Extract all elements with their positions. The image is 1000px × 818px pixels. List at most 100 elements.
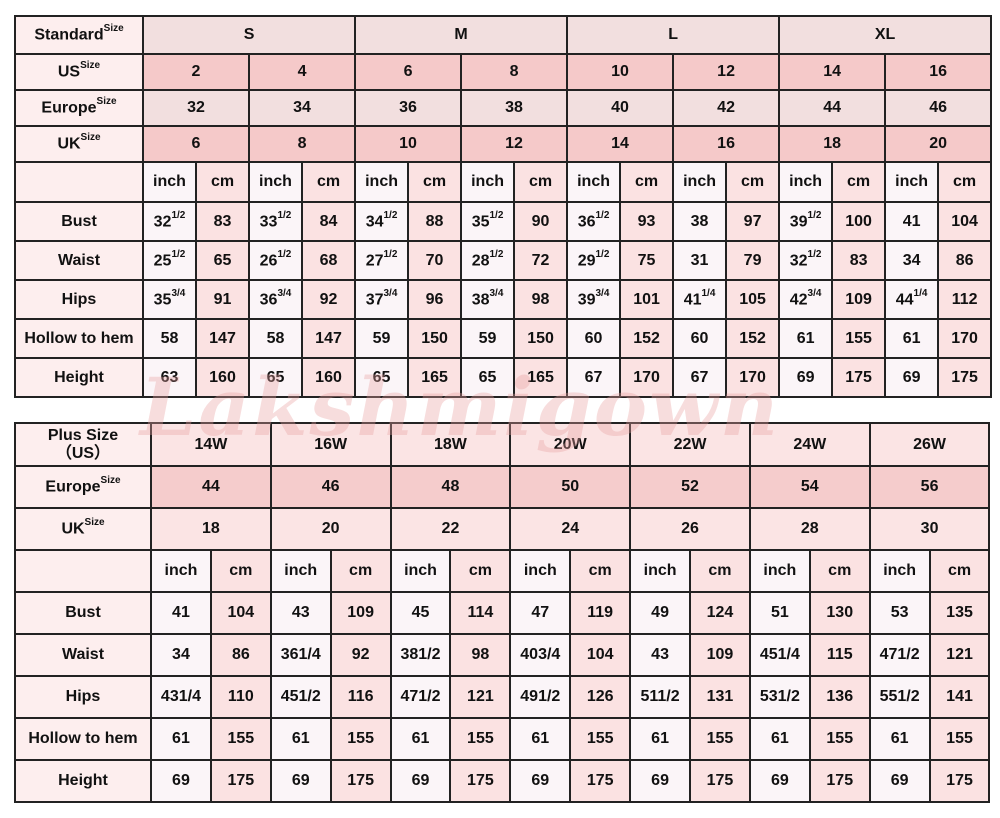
unit-inch: inch — [150, 549, 212, 593]
unit-inch: inch — [884, 161, 940, 203]
value-cell: 34 — [884, 240, 940, 281]
measurement-row: Height 69 175 69 175 69 175 69 175 69 175 69 175 69 17… — [14, 759, 991, 803]
value-cell: 155 — [569, 717, 632, 761]
value-cell: 441/4 — [884, 279, 940, 320]
value-cell: 155 — [928, 717, 991, 761]
value-cell: 175 — [449, 759, 512, 803]
unit-cm: cm — [195, 161, 250, 203]
value-cell: 175 — [329, 759, 392, 803]
size-cell: 44 — [778, 89, 887, 127]
value-cell: 165 — [407, 357, 463, 398]
measurement-row: Hollow to hem 61 155 61 155 61 155 61 155 61 155 61… — [14, 717, 991, 761]
value-cell: 69 — [778, 357, 834, 398]
measurement-row: Height 63 160 65 160 65 165 65 165 67 170 67 170 69 17… — [14, 357, 993, 398]
value-cell: 531/2 — [748, 675, 811, 719]
value-cell: 47 — [509, 591, 572, 635]
value-cell: 61 — [269, 717, 332, 761]
value-cell: 141 — [928, 675, 991, 719]
unit-cm: cm — [619, 161, 675, 203]
value-cell: 147 — [300, 318, 357, 359]
value-cell: 104 — [937, 201, 993, 242]
value-cell: 155 — [689, 717, 751, 761]
value-cell: 69 — [629, 759, 692, 803]
value-cell: 98 — [449, 633, 512, 677]
unit-cm: cm — [449, 549, 512, 593]
value-cell: 43 — [629, 633, 692, 677]
value-cell: 170 — [619, 357, 675, 398]
value-cell: 69 — [150, 759, 212, 803]
measurement-row: Hollow to hem 58 147 58 147 59 150 59 150 60 152 60… — [14, 318, 993, 359]
unit-cm: cm — [831, 161, 887, 203]
value-cell: 67 — [672, 357, 728, 398]
value-cell: 155 — [329, 717, 392, 761]
value-cell: 61 — [509, 717, 572, 761]
size-cell: S — [141, 15, 357, 55]
value-cell: 43 — [269, 591, 332, 635]
value-cell: 61 — [778, 318, 834, 359]
value-cell: 321/2 — [778, 240, 834, 281]
size-cell: 6 — [354, 53, 463, 91]
value-cell: 59 — [354, 318, 410, 359]
row-label: EuropeSize — [14, 89, 144, 127]
value-cell: 403/4 — [509, 633, 572, 677]
value-cell: 61 — [389, 717, 452, 761]
value-cell: 79 — [725, 240, 781, 281]
size-cell: 8 — [460, 53, 569, 91]
unit-cm: cm — [300, 161, 357, 203]
value-cell: 150 — [513, 318, 569, 359]
value-cell: 147 — [195, 318, 250, 359]
row-label: Hips — [14, 675, 152, 719]
value-cell: 86 — [209, 633, 272, 677]
plus-size-table: Plus Size （US） 14W 16W 18W 20W 22W 24W 26W Europe… — [14, 422, 991, 803]
value-cell: 351/2 — [460, 201, 516, 242]
value-cell: 155 — [449, 717, 512, 761]
value-cell: 100 — [831, 201, 887, 242]
value-cell: 58 — [248, 318, 303, 359]
measurement-row: Bust 321/2 83 331/2 84 341/2 88 351/2 90 361/2 93 3… — [14, 201, 993, 242]
unit-inch: inch — [142, 161, 197, 203]
size-cell: 20 — [884, 125, 993, 163]
value-cell: 97 — [725, 201, 781, 242]
row-label: Bust — [14, 591, 152, 635]
size-cell: 8 — [247, 125, 357, 163]
size-cell: 18 — [150, 507, 272, 551]
value-cell: 155 — [209, 717, 272, 761]
size-cell: 28 — [748, 507, 871, 551]
europe-size-row: EuropeSize 32 34 36 38 40 42 44 46 — [14, 89, 993, 127]
value-cell: 353/4 — [142, 279, 197, 320]
value-cell: 60 — [672, 318, 728, 359]
value-cell: 471/2 — [389, 675, 452, 719]
size-cell: 48 — [389, 465, 512, 509]
value-cell: 59 — [460, 318, 516, 359]
row-label: Waist — [14, 240, 144, 281]
value-cell: 114 — [449, 591, 512, 635]
row-label: Waist — [14, 633, 152, 677]
value-cell: 105 — [725, 279, 781, 320]
value-cell: 93 — [619, 201, 675, 242]
measurement-row: Waist 251/2 65 261/2 68 271/2 70 281/2 72 291/2 75… — [14, 240, 993, 281]
unit-cm: cm — [725, 161, 781, 203]
size-cell: 14 — [566, 125, 675, 163]
unit-row: inch cm inch cm inch cm inch cm inch cm inch cm inch… — [14, 549, 991, 593]
value-cell: 124 — [689, 591, 751, 635]
unit-inch: inch — [629, 549, 692, 593]
size-cell: 10 — [354, 125, 463, 163]
value-cell: 51 — [748, 591, 811, 635]
size-cell: XL — [778, 15, 993, 55]
value-cell: 61 — [884, 318, 940, 359]
size-cell: 22 — [389, 507, 512, 551]
value-cell: 112 — [937, 279, 993, 320]
value-cell: 160 — [300, 357, 357, 398]
size-cell: 52 — [629, 465, 751, 509]
value-cell: 155 — [831, 318, 887, 359]
value-cell: 165 — [513, 357, 569, 398]
value-cell: 175 — [209, 759, 272, 803]
size-cell: 54 — [748, 465, 871, 509]
value-cell: 131 — [689, 675, 751, 719]
value-cell: 63 — [142, 357, 197, 398]
size-cell: 16 — [672, 125, 781, 163]
size-cell: 20W — [509, 422, 632, 467]
value-cell: 116 — [329, 675, 392, 719]
row-label: Hollow to hem — [14, 318, 144, 359]
value-cell: 321/2 — [142, 201, 197, 242]
